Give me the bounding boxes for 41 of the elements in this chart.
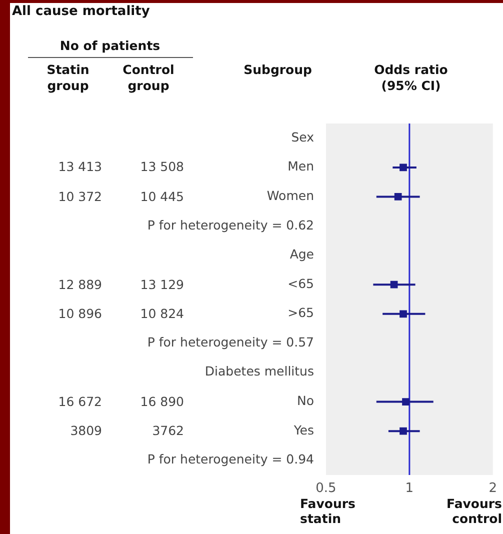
text: Favours statin [300, 496, 356, 526]
point [390, 280, 398, 288]
x-tick-label: 0.5 [316, 481, 336, 496]
x-tick-label: 1 [405, 481, 414, 496]
point [400, 164, 407, 172]
text: 13 413 [57, 159, 102, 174]
point [402, 398, 410, 406]
text: 10 896 [57, 306, 102, 321]
text: 13 508 [139, 159, 184, 174]
text: Statin group [46, 62, 90, 94]
text: 10 372 [57, 188, 102, 204]
y-tick-label: Age [290, 246, 314, 262]
text: All cause mortality [12, 4, 150, 19]
text: 10 445 [139, 188, 184, 204]
point [394, 193, 402, 200]
x-tick-label: 2 [488, 481, 498, 496]
text: 16 890 [139, 394, 184, 409]
text: 16 672 [57, 394, 102, 409]
text: 12 889 [57, 276, 102, 292]
text: 3762 [151, 423, 184, 438]
y-tick-label: No [297, 393, 314, 408]
text: Subgroup [242, 62, 312, 77]
x-axis-title: Odds ratio (95% CI) [373, 62, 449, 94]
y-tick-label: Sex [291, 129, 314, 144]
y-tick-label: >65 [288, 305, 314, 320]
y-tick-label: <65 [288, 276, 314, 291]
text: Favours control [446, 496, 502, 526]
y-tick-label: P for heterogeneity = 0.94 [147, 452, 314, 467]
text: 13 129 [139, 276, 184, 292]
point [400, 310, 407, 318]
text: Control group [122, 62, 176, 94]
y-tick-label: Yes [292, 422, 314, 438]
text: 3809 [69, 423, 102, 438]
y-tick-label: Men [288, 158, 314, 174]
y-tick-label: Diabetes mellitus [204, 364, 314, 379]
y-tick-label: P for heterogeneity = 0.62 [147, 217, 314, 232]
y-tick-label: Women [266, 188, 314, 203]
text: 10 824 [139, 306, 184, 321]
y-tick-label: P for heterogeneity = 0.57 [147, 334, 314, 350]
point [400, 427, 407, 435]
text: No of patients [58, 38, 162, 53]
